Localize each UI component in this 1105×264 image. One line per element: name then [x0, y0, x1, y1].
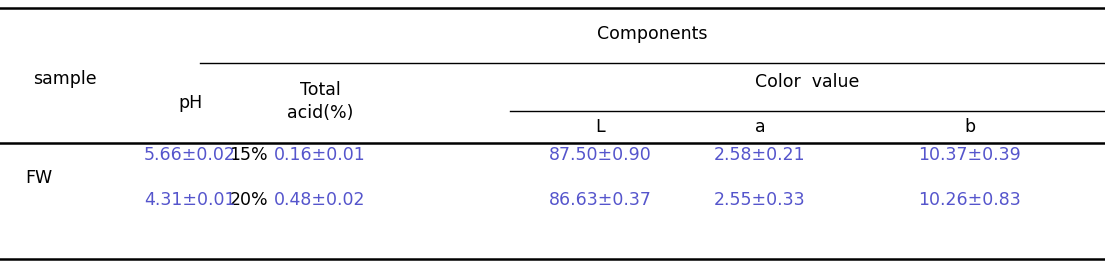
Text: 2.58±0.21: 2.58±0.21	[714, 146, 806, 164]
Text: a: a	[755, 118, 766, 136]
Text: Color  value: Color value	[756, 73, 860, 91]
Text: 0.16±0.01: 0.16±0.01	[274, 146, 366, 164]
Text: 15%: 15%	[230, 146, 267, 164]
Text: 0.48±0.02: 0.48±0.02	[274, 191, 366, 209]
Text: Total
acid(%): Total acid(%)	[287, 81, 354, 122]
Text: 10.26±0.83: 10.26±0.83	[918, 191, 1021, 209]
Text: 4.31±0.01: 4.31±0.01	[145, 191, 235, 209]
Text: 10.37±0.39: 10.37±0.39	[918, 146, 1021, 164]
Text: 2.55±0.33: 2.55±0.33	[714, 191, 806, 209]
Text: Components: Components	[597, 25, 707, 43]
Text: L: L	[596, 118, 604, 136]
Text: 86.63±0.37: 86.63±0.37	[548, 191, 652, 209]
Text: b: b	[965, 118, 976, 136]
Text: 87.50±0.90: 87.50±0.90	[548, 146, 651, 164]
Text: 20%: 20%	[230, 191, 267, 209]
Text: pH: pH	[178, 94, 202, 112]
Text: 5.66±0.02: 5.66±0.02	[144, 146, 236, 164]
Text: sample: sample	[33, 70, 97, 88]
Text: FW: FW	[25, 169, 53, 187]
